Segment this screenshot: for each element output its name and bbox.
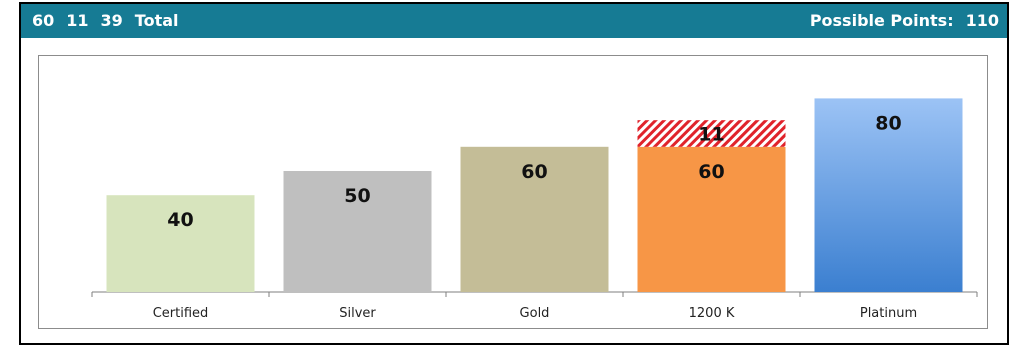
extra-value-label: 11 xyxy=(698,123,724,145)
bar-silver xyxy=(283,171,432,292)
bar-value-label: 50 xyxy=(344,185,370,207)
possible-points-label: Possible Points: xyxy=(809,11,954,30)
stat-remaining: 39 xyxy=(100,11,123,30)
possible-points-value: 110 xyxy=(965,11,999,30)
bar-value-label: 80 xyxy=(875,112,901,134)
category-label: Platinum xyxy=(860,306,917,321)
stat-achieved: 60 xyxy=(32,11,55,30)
chart-area: 40 Certified 50 Silver 60 Gold 11 60 1200 K 80 Pla… xyxy=(38,55,988,329)
points-summary: 60 11 39 Total xyxy=(32,4,191,38)
scorecard-panel: 60 11 39 Total Possible Points: 110 40 Certif… xyxy=(19,2,1009,345)
bar-platinum xyxy=(814,98,963,293)
possible-points: Possible Points: 110 xyxy=(810,4,999,38)
bar-extra-1200-k xyxy=(637,120,786,147)
category-label: Gold xyxy=(520,306,550,321)
header-bar: 60 11 39 Total Possible Points: 110 xyxy=(21,4,1007,38)
category-label: Certified xyxy=(153,306,209,321)
bar-value-label: 60 xyxy=(698,161,724,183)
bar-value-label: 40 xyxy=(167,209,193,231)
stat-extra: 11 xyxy=(66,11,89,30)
bar-certified xyxy=(106,195,255,292)
bar-1200-k xyxy=(637,146,786,292)
bar-gold xyxy=(460,146,609,292)
category-label: 1200 K xyxy=(689,306,735,321)
stat-total-label: Total xyxy=(134,11,179,30)
bar-chart: 40 Certified 50 Silver 60 Gold 11 60 1200 K 80 Pla… xyxy=(91,98,978,321)
bar-value-label: 60 xyxy=(521,161,547,183)
category-label: Silver xyxy=(339,306,376,321)
